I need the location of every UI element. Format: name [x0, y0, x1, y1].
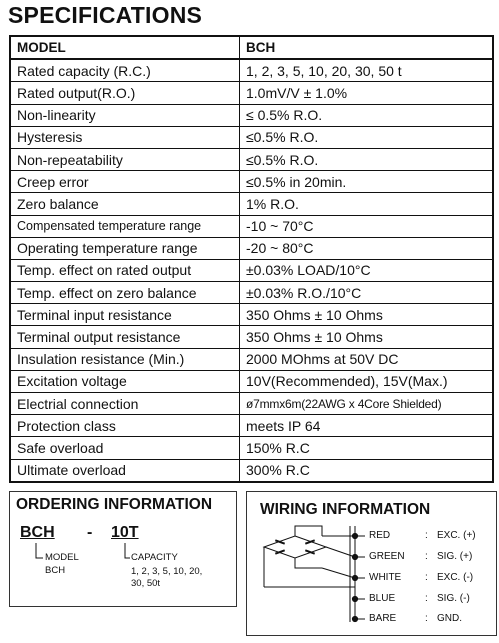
table-row: Insulation resistance (Min.) 2000 MOhms a…: [9, 347, 494, 371]
spec-label: Terminal input resistance: [9, 303, 240, 327]
wire-color-label: WHITE: [369, 572, 402, 583]
ordering-title: ORDERING INFORMATION: [16, 496, 213, 513]
table-row: Rated capacity (R.C.) 1, 2, 3, 5, 10, 20,…: [9, 58, 494, 83]
header-bch: BCH: [239, 35, 494, 61]
spec-value: 150% R.C: [239, 436, 494, 460]
spec-value: ±0.03% LOAD/10°C: [239, 258, 494, 283]
spec-value: ≤0.5% in 20min.: [239, 170, 494, 194]
wire-color-label: RED: [369, 530, 391, 541]
table-row: Ultimate overload 300% R.C: [9, 458, 494, 483]
wire-signal-label: EXC. (+): [437, 530, 476, 541]
wire-signal-label: SIG. (+): [437, 551, 473, 562]
spec-label: Insulation resistance (Min.): [9, 347, 240, 371]
spec-label: Rated output(R.O.): [9, 81, 240, 105]
table-row: Creep error ≤0.5% in 20min.: [9, 170, 494, 194]
spec-label: Excitation voltage: [9, 369, 240, 394]
spec-value: ≤0.5% R.O.: [239, 125, 494, 149]
model-label: MODEL: [45, 552, 79, 563]
spec-label: Safe overload: [9, 436, 240, 460]
model-code: BCH: [20, 524, 55, 541]
table-row: Non-linearity ≤ 0.5% R.O.: [9, 103, 494, 127]
spec-label: Compensated temperature range: [9, 214, 240, 238]
capacity-values-line-1: 1, 2, 3, 5, 10, 20,: [131, 566, 203, 577]
spec-value: -10 ~ 70°C: [239, 214, 494, 238]
spec-label: Hysteresis: [9, 125, 240, 149]
spec-value: 1, 2, 3, 5, 10, 20, 30, 50 t: [239, 58, 494, 83]
wire-signal-label: GND.: [437, 613, 462, 624]
spec-label: Temp. effect on rated output: [9, 258, 240, 283]
wiring-diagram: [262, 525, 365, 623]
spec-label: Operating temperature range: [9, 236, 240, 260]
spec-label: Rated capacity (R.C.): [9, 58, 240, 83]
spec-label: Ultimate overload: [9, 458, 240, 483]
spec-value: ≤ 0.5% R.O.: [239, 103, 494, 127]
spec-label: Temp. effect on zero balance: [9, 281, 240, 305]
table-row: Rated output(R.O.) 1.0mV/V ± 1.0%: [9, 81, 494, 105]
wire-signal-label: SIG. (-): [437, 593, 470, 604]
table-row: Operating temperature range -20 ~ 80°C: [9, 236, 494, 260]
table-row: Hysteresis ≤0.5% R.O.: [9, 125, 494, 149]
spec-value: 2000 MOhms at 50V DC: [239, 347, 494, 371]
capacity-code: 10T: [111, 524, 139, 541]
spec-value: 1.0mV/V ± 1.0%: [239, 81, 494, 105]
code-dash: -: [87, 524, 93, 541]
spec-label: Creep error: [9, 170, 240, 194]
spec-value: ø7mmx6m(22AWG x 4Core Shielded): [239, 391, 494, 416]
spec-label: Protection class: [9, 414, 240, 438]
wiring-title: WIRING INFORMATION: [260, 501, 431, 518]
spec-label: Terminal output resistance: [9, 325, 240, 349]
page-title: SPECIFICATIONS: [8, 2, 203, 28]
table-row: Safe overload 150% R.C: [9, 436, 494, 460]
spec-value: ≤0.5% R.O.: [239, 147, 494, 172]
spec-label: Non-repeatability: [9, 147, 240, 172]
capacity-label: CAPACITY: [131, 552, 178, 563]
table-row: Temp. effect on rated output ±0.03% LOAD/…: [9, 258, 494, 283]
spec-label: Electrial connection: [9, 391, 240, 416]
table-header-row: MODEL BCH: [9, 35, 494, 61]
table-row: Excitation voltage 10V(Recommended), 15V(…: [9, 369, 494, 394]
table-row: Electrial connection ø7mmx6m(22AWG x 4Cor…: [9, 391, 494, 416]
table-row: Terminal input resistance 350 Ohms ± 10 O…: [9, 303, 494, 327]
spec-value: 10V(Recommended), 15V(Max.): [239, 369, 494, 394]
spec-value: 300% R.C: [239, 458, 494, 483]
ordering-connectors: [35, 543, 130, 559]
table-row: Protection class meets IP 64: [9, 414, 494, 438]
spec-label: Non-linearity: [9, 103, 240, 127]
wire-separator: :: [425, 530, 428, 541]
wire-color-label: GREEN: [369, 551, 405, 562]
wire-separator: :: [425, 613, 428, 624]
header-model: MODEL: [9, 35, 240, 61]
ordering-information-box: ORDERING INFORMATION BCH - 10T MODEL BCH…: [9, 491, 237, 607]
wiring-information-box: WIRING INFORMATION RED: EXC. (+) GREEN: SI: [246, 491, 497, 636]
table-row: Terminal output resistance 350 Ohms ± 10 …: [9, 325, 494, 349]
spec-value: -20 ~ 80°C: [239, 236, 494, 260]
wire-signal-label: EXC. (-): [437, 572, 474, 583]
wire-separator: :: [425, 572, 428, 583]
spec-value: ±0.03% R.O./10°C: [239, 281, 494, 305]
spec-value: meets IP 64: [239, 414, 494, 438]
wire-separator: :: [425, 551, 428, 562]
table-row: Temp. effect on zero balance ±0.03% R.O./…: [9, 281, 494, 305]
table-row: Non-repeatability ≤0.5% R.O.: [9, 147, 494, 172]
wire-color-label: BARE: [369, 613, 397, 624]
table-row: Zero balance 1% R.O.: [9, 192, 494, 216]
spec-value: 350 Ohms ± 10 Ohms: [239, 303, 494, 327]
spec-value: 1% R.O.: [239, 192, 494, 216]
wire-color-label: BLUE: [369, 593, 396, 604]
wire-separator: :: [425, 593, 428, 604]
table-row: Compensated temperature range -10 ~ 70°C: [9, 214, 494, 238]
capacity-values-line-2: 30, 50t: [131, 578, 161, 589]
specifications-table: MODEL BCH Rated capacity (R.C.) 1, 2, 3, …: [9, 35, 494, 483]
spec-value: 350 Ohms ± 10 Ohms: [239, 325, 494, 349]
model-value: BCH: [45, 565, 66, 576]
spec-label: Zero balance: [9, 192, 240, 216]
